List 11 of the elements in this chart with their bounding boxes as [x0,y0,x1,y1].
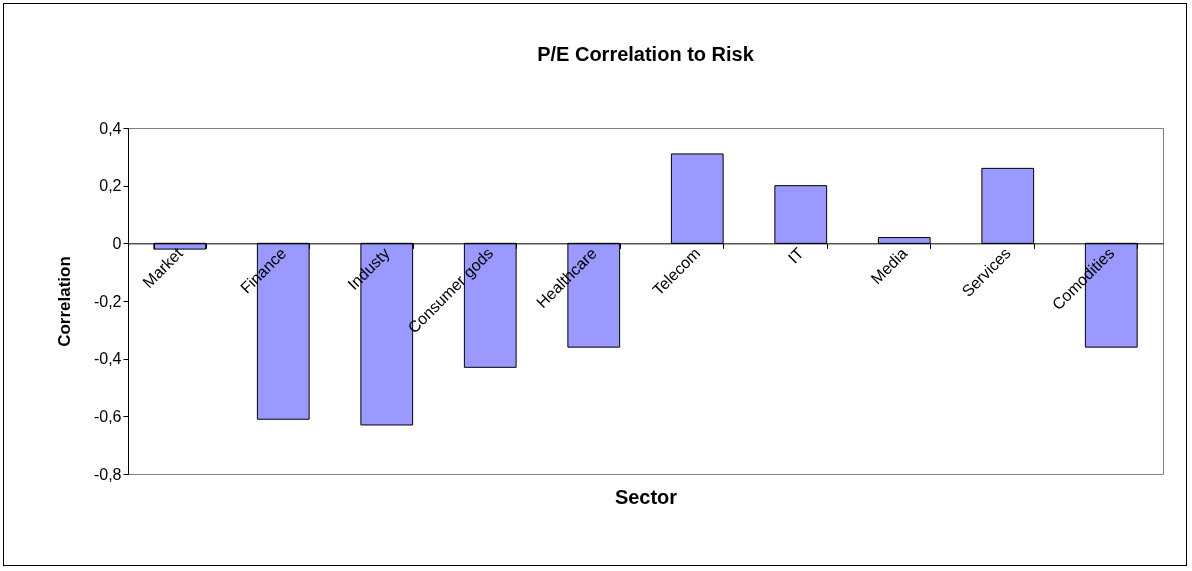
y-tick-label: -0,6 [93,407,122,425]
y-tick-label: 0,2 [99,177,122,195]
x-axis-title: Sector [614,485,678,508]
y-tick-label: -0,4 [93,350,122,368]
y-tick-label: 0,4 [99,119,122,137]
y-tick-label: -0,2 [93,292,122,310]
y-axis-title: Correlation [54,256,74,347]
x-tick-label: IT [784,244,808,267]
chart-title: P/E Correlation to Risk [537,43,755,65]
y-tick-label: -0,8 [93,465,122,483]
y-tick-label: 0 [112,234,122,252]
